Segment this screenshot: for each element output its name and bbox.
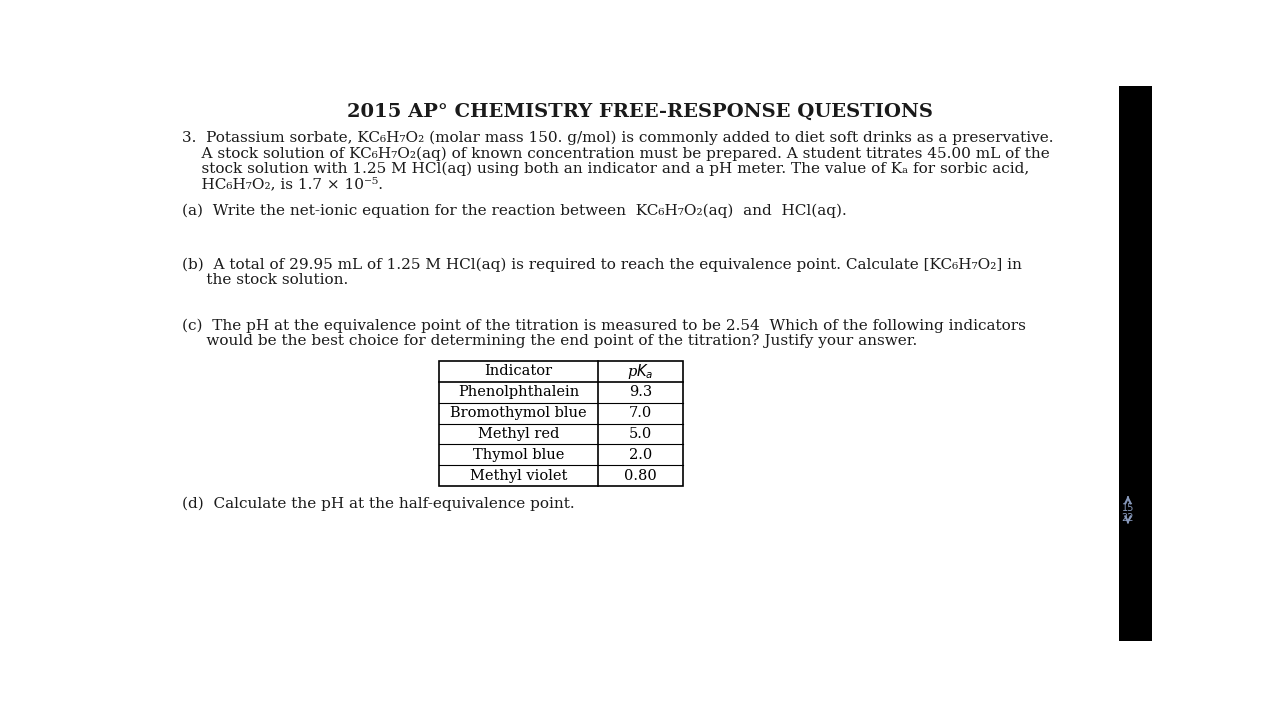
Text: 0.80: 0.80 (625, 469, 657, 482)
Text: would be the best choice for determining the end point of the titration? Justify: would be the best choice for determining… (182, 334, 916, 348)
Text: Methyl violet: Methyl violet (470, 469, 567, 482)
Text: (c)  The pH at the equivalence point of the titration is measured to be 2.54  Wh: (c) The pH at the equivalence point of t… (182, 319, 1025, 333)
Text: 22: 22 (1121, 513, 1134, 523)
Text: Bromothymol blue: Bromothymol blue (451, 406, 586, 420)
Text: (b)  A total of 29.95 mL of 1.25 Μ HCl(aq) is required to reach the equivalence : (b) A total of 29.95 mL of 1.25 Μ HCl(aq… (182, 257, 1021, 271)
Text: p$K_a$: p$K_a$ (627, 361, 654, 381)
Text: 2015 AP° CHEMISTRY FREE-RESPONSE QUESTIONS: 2015 AP° CHEMISTRY FREE-RESPONSE QUESTIO… (347, 104, 933, 122)
Text: Indicator: Indicator (484, 364, 553, 378)
Text: (a)  Write the net-ionic equation for the reaction between  KC₆H₇O₂(aq)  and  HC: (a) Write the net-ionic equation for the… (182, 204, 846, 218)
Text: stock solution with 1.25 Μ HCl(aq) using both an indicator and a pH meter. The v: stock solution with 1.25 Μ HCl(aq) using… (182, 162, 1029, 176)
Text: Thymol blue: Thymol blue (472, 448, 564, 462)
Text: Phenolphthalein: Phenolphthalein (458, 385, 579, 400)
Text: 5.0: 5.0 (628, 427, 652, 441)
Text: 15: 15 (1121, 503, 1134, 513)
Text: 9.3: 9.3 (628, 385, 652, 400)
Text: 7.0: 7.0 (628, 406, 652, 420)
Bar (439, 361, 684, 486)
Text: 3.  Potassium sorbate, KC₆H₇O₂ (molar mass 150. g/mol) is commonly added to diet: 3. Potassium sorbate, KC₆H₇O₂ (molar mas… (182, 131, 1053, 145)
Text: Methyl red: Methyl red (477, 427, 559, 441)
Text: A stock solution of KC₆H₇O₂(aq) of known concentration must be prepared. A stude: A stock solution of KC₆H₇O₂(aq) of known… (182, 146, 1050, 161)
Text: HC₆H₇O₂, is 1.7 × 10⁻⁵.: HC₆H₇O₂, is 1.7 × 10⁻⁵. (182, 177, 383, 192)
Text: 2.0: 2.0 (628, 448, 652, 462)
Text: the stock solution.: the stock solution. (182, 273, 348, 287)
Text: (d)  Calculate the pH at the half-equivalence point.: (d) Calculate the pH at the half-equival… (182, 497, 575, 511)
Bar (1120, 86, 1152, 641)
